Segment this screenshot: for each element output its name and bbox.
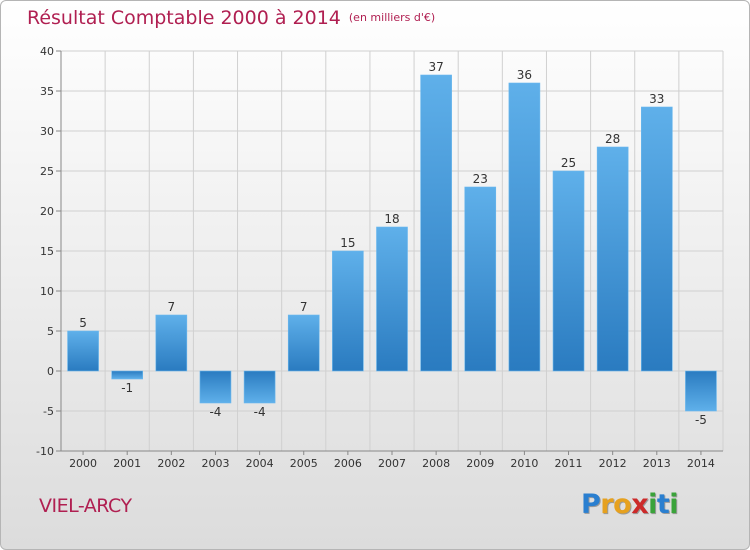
- logo-letter: x: [631, 489, 649, 520]
- proxiti-logo: Proxiti: [581, 489, 679, 520]
- bar: [243, 370, 276, 404]
- y-tick-label: 5: [47, 325, 54, 338]
- data-label: 36: [517, 68, 532, 82]
- x-tick-label: 2012: [599, 457, 627, 470]
- logo-letter: r: [600, 489, 614, 520]
- x-tick-label: 2006: [334, 457, 362, 470]
- labels: -10 -5 0 5 10 15 20 25 30 35 40 5 2000 -1 2001 7 2002 -4 2…: [36, 45, 715, 470]
- bar: [111, 370, 143, 380]
- data-label: 25: [561, 156, 576, 170]
- logo-letter: t: [656, 489, 670, 520]
- logo-letter: P: [581, 489, 601, 520]
- logo-letter: i: [648, 489, 657, 520]
- x-tick-label: 2013: [643, 457, 671, 470]
- data-label: -4: [254, 405, 266, 419]
- y-tick-label: 10: [40, 285, 54, 298]
- bar: [420, 74, 452, 372]
- y-tick-label: -5: [43, 405, 54, 418]
- axes: [56, 50, 723, 455]
- x-tick-label: 2004: [246, 457, 274, 470]
- x-tick-label: 2007: [378, 457, 406, 470]
- data-label: 37: [428, 60, 443, 74]
- bar: [332, 250, 364, 372]
- y-tick-label: 35: [40, 85, 54, 98]
- x-tick-label: 2005: [290, 457, 318, 470]
- chart-title: Résultat Comptable 2000 à 2014: [27, 7, 341, 29]
- bars: [67, 74, 717, 412]
- y-tick-label: 0: [47, 365, 54, 378]
- x-tick-label: 2014: [687, 457, 715, 470]
- chart-subtitle: (en milliers d'€): [348, 11, 436, 24]
- data-label: 33: [649, 92, 664, 106]
- y-tick-label: 30: [40, 125, 54, 138]
- bar: [287, 314, 320, 372]
- data-label: 23: [473, 172, 488, 186]
- y-tick-label: 40: [40, 45, 54, 58]
- y-tick-label: -10: [36, 445, 54, 458]
- y-tick-label: 15: [40, 245, 54, 258]
- bar: [552, 170, 585, 372]
- bar: [376, 226, 408, 372]
- x-tick-label: 2002: [157, 457, 185, 470]
- bar: [508, 82, 541, 372]
- x-tick-label: 2011: [555, 457, 583, 470]
- x-tick-label: 2010: [510, 457, 538, 470]
- bar: [199, 370, 232, 404]
- data-label: 7: [300, 300, 308, 314]
- x-tick-label: 2003: [201, 457, 229, 470]
- bar: [596, 146, 629, 372]
- bar: [155, 314, 188, 372]
- logo-letter: i: [669, 489, 679, 520]
- x-tick-label: 2008: [422, 457, 450, 470]
- data-label: -5: [695, 413, 707, 427]
- bar: [685, 370, 717, 412]
- bar: [67, 330, 99, 372]
- bar: [464, 186, 497, 372]
- data-label: 15: [340, 236, 355, 250]
- data-label: -4: [209, 405, 221, 419]
- x-tick-label: 2000: [69, 457, 97, 470]
- data-label: 28: [605, 132, 620, 146]
- data-label: 7: [168, 300, 176, 314]
- bar: [640, 106, 673, 372]
- y-tick-label: 20: [40, 205, 54, 218]
- x-tick-label: 2009: [466, 457, 494, 470]
- logo-letter: o: [613, 489, 632, 520]
- chart-title-block: Résultat Comptable 2000 à 2014 (en millie…: [27, 7, 435, 29]
- y-tick-label: 25: [40, 165, 54, 178]
- data-label: 18: [384, 212, 399, 226]
- x-tick-label: 2001: [113, 457, 141, 470]
- town-name: VIEL-ARCY: [39, 495, 132, 517]
- data-label: 5: [79, 316, 87, 330]
- data-label: -1: [121, 381, 133, 395]
